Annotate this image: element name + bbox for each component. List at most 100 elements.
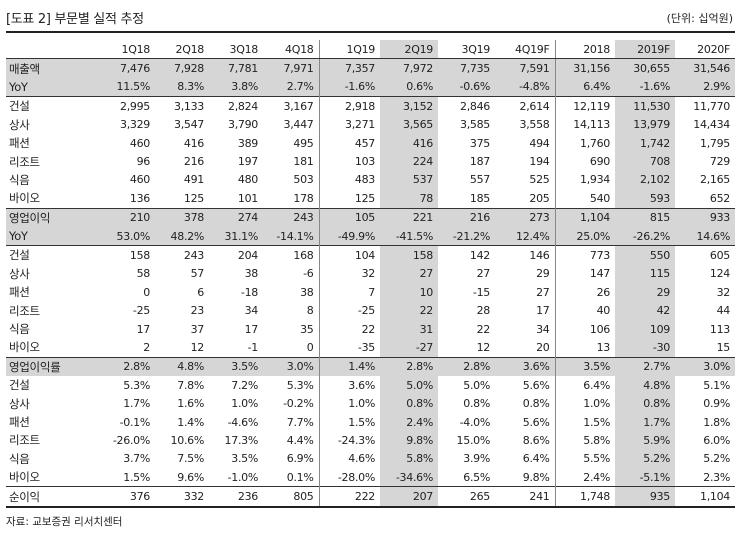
table-cell: 3,565 bbox=[380, 115, 438, 134]
table-row: 패션 -0.1% 1.4% -4.6% 7.7% 1.5% 2.4% -4.0% 5.6% 1.5… bbox=[6, 412, 735, 432]
table-cell: 1.5% bbox=[318, 412, 380, 432]
table-cell: 0.8% bbox=[615, 394, 675, 413]
table-cell: 525 bbox=[529, 173, 550, 187]
table-cell: 9.8% bbox=[522, 470, 550, 484]
table-row: 식음 17 37 17 35 22 31 22 34 106 109 113 bbox=[6, 319, 735, 339]
table-cell: 106 bbox=[554, 319, 615, 339]
table-cell: -41.5% bbox=[380, 226, 438, 246]
table-cell: 0.6% bbox=[380, 77, 438, 97]
table-cell: 815 bbox=[615, 207, 675, 227]
table-cell: -24.3% bbox=[318, 431, 380, 450]
table-cell: 113 bbox=[709, 322, 730, 336]
table-cell: 14.6% bbox=[675, 226, 735, 246]
table-cell: 273 bbox=[495, 207, 555, 227]
table-cell: 0 bbox=[306, 340, 314, 354]
table-row: 상사 3,329 3,547 3,790 3,447 3,271 3,565 3,585 3,5… bbox=[6, 115, 735, 134]
table-cell: 1.6% bbox=[177, 397, 204, 411]
table-cell: 7,357 bbox=[318, 58, 380, 78]
table-cell: 34 bbox=[536, 322, 550, 336]
column-header: 2019F bbox=[615, 40, 675, 60]
table-cell: 7.5% bbox=[177, 452, 204, 466]
table-cell: 42 bbox=[615, 301, 675, 320]
table-cell: 14,434 bbox=[693, 118, 730, 132]
row-label: 리조트 bbox=[9, 154, 40, 169]
table-cell: 146 bbox=[495, 245, 555, 265]
table-cell: 178 bbox=[293, 191, 314, 205]
table-cell: -34.6% bbox=[380, 467, 438, 487]
table-cell: 25.0% bbox=[554, 226, 615, 246]
table-cell: 773 bbox=[554, 245, 615, 265]
table-cell: 4.8% bbox=[155, 356, 209, 377]
table-row: 식음 460 491 480 503 483 537 557 525 1,934 2,102 2,16… bbox=[6, 170, 735, 190]
table-cell: 1.4% bbox=[318, 356, 380, 377]
table-cell: 8.6% bbox=[522, 433, 550, 447]
table-cell: 22 bbox=[318, 319, 380, 339]
table-cell: 7,476 bbox=[103, 58, 155, 78]
table-cell: -4.8% bbox=[495, 77, 555, 97]
table-cell: 3,133 bbox=[155, 96, 209, 116]
table-cell: 53.0% bbox=[103, 226, 155, 246]
table-cell: 652 bbox=[709, 191, 730, 205]
table-cell: 34 bbox=[244, 304, 259, 318]
table-cell: 5.3% bbox=[286, 378, 314, 392]
table-cell: 8 bbox=[306, 304, 314, 318]
table-cell: 147 bbox=[554, 264, 615, 284]
table-cell: 557 bbox=[469, 173, 490, 187]
table-cell: 23 bbox=[190, 304, 205, 318]
table-cell: 2 bbox=[143, 340, 150, 354]
table-cell: 29 bbox=[536, 267, 550, 281]
table-cell: 5.3% bbox=[123, 378, 150, 392]
table-cell: 6.5% bbox=[463, 470, 490, 484]
row-label: 상사 bbox=[9, 396, 30, 411]
table-cell: 2,824 bbox=[209, 96, 263, 116]
table-row: 패션 460 416 389 495 457 416 375 494 1,760 1,742 1,79… bbox=[6, 133, 735, 153]
table-cell: 6.4% bbox=[554, 77, 615, 97]
table-row: 상사 58 57 38 -6 32 27 27 29 147 115 124 bbox=[6, 264, 735, 284]
table-cell: 1,742 bbox=[615, 133, 675, 153]
table-cell: 2.3% bbox=[703, 470, 730, 484]
table-cell: -30 bbox=[615, 338, 675, 358]
row-label: 영업이익률 bbox=[6, 356, 103, 377]
table-cell: 187 bbox=[469, 155, 490, 169]
table-cell: 243 bbox=[155, 245, 209, 265]
table-cell: 3.0% bbox=[675, 356, 735, 377]
table-cell: 3,585 bbox=[460, 118, 490, 132]
table-cell: 7 bbox=[318, 283, 380, 302]
table-cell: 101 bbox=[237, 191, 258, 205]
table-cell: 185 bbox=[469, 191, 490, 205]
table-cell: 265 bbox=[438, 486, 495, 508]
column-header: 4Q18 bbox=[263, 40, 319, 60]
column-header: 2Q19 bbox=[380, 40, 438, 60]
table-cell: 3,558 bbox=[519, 118, 550, 132]
table-cell: 7,971 bbox=[263, 58, 319, 78]
row-label: 매출액 bbox=[6, 58, 103, 78]
table-cell: 236 bbox=[209, 486, 263, 508]
table-cell: 0.8% bbox=[522, 397, 550, 411]
table-cell: 4.6% bbox=[318, 449, 380, 468]
table-cell: 5.5% bbox=[554, 449, 615, 468]
row-label: 바이오 bbox=[9, 191, 40, 206]
table-cell: 5.8% bbox=[554, 431, 615, 450]
table-cell: 7.2% bbox=[231, 378, 258, 392]
table-cell: 31,546 bbox=[675, 58, 735, 78]
table-cell: -26.0% bbox=[112, 433, 150, 447]
table-cell: 20 bbox=[536, 340, 550, 354]
table-cell: 4.8% bbox=[615, 376, 675, 395]
table-cell: 2,614 bbox=[495, 96, 555, 116]
table-cell: 2,102 bbox=[615, 170, 675, 190]
table-cell: -5.1% bbox=[615, 467, 675, 487]
table-body: 매출액 7,476 7,928 7,781 7,971 7,357 7,972 7,735 7,… bbox=[6, 58, 735, 508]
table-cell: 221 bbox=[380, 207, 438, 227]
table-cell: 2.9% bbox=[675, 77, 735, 97]
table-cell: 7,928 bbox=[155, 58, 209, 78]
table-cell: 78 bbox=[380, 189, 438, 209]
table-cell: 6.0% bbox=[703, 433, 730, 447]
table-cell: 11.5% bbox=[103, 77, 155, 97]
table-cell: 3.5% bbox=[209, 356, 263, 377]
table-cell: 550 bbox=[615, 245, 675, 265]
table-cell: 22 bbox=[380, 301, 438, 320]
table-cell: -4.0% bbox=[459, 415, 491, 429]
row-label: YoY bbox=[6, 226, 103, 246]
table-cell: 216 bbox=[438, 207, 495, 227]
row-label: 바이오 bbox=[9, 470, 40, 485]
